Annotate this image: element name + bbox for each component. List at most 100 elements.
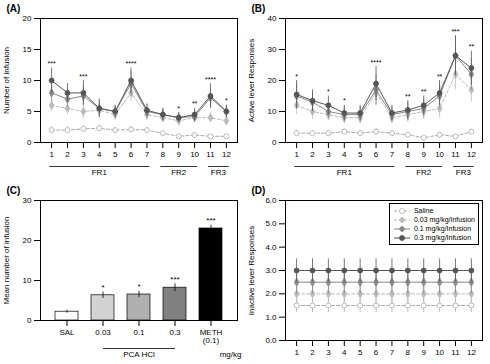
svg-text:20: 20 [268,76,277,85]
svg-text:10: 10 [190,150,199,159]
svg-text:(D): (D) [252,185,266,196]
svg-text:12: 12 [222,150,231,159]
svg-text:12: 12 [467,348,476,357]
svg-text:11: 11 [451,348,460,357]
svg-text:0.1: 0.1 [133,328,145,337]
svg-text:FR2: FR2 [416,168,432,177]
svg-text:*: * [101,283,104,292]
svg-text:4.0: 4.0 [265,243,277,252]
svg-text:Active lever Responses: Active lever Responses [247,39,256,123]
svg-text:12: 12 [467,150,476,159]
svg-text:0: 0 [27,138,32,147]
svg-text:FR1: FR1 [92,168,108,177]
svg-text:0: 0 [272,138,277,147]
svg-text:30: 30 [268,45,277,54]
svg-text:6: 6 [374,150,379,159]
svg-text:FR1: FR1 [337,168,353,177]
svg-text:40: 40 [268,14,277,23]
svg-text:(A): (A) [7,3,21,14]
svg-text:11: 11 [206,150,215,159]
svg-text:8: 8 [406,150,411,159]
svg-text:1: 1 [49,150,54,159]
svg-text:7: 7 [390,348,395,357]
svg-text:mg/kg: mg/kg [220,350,242,359]
svg-text:7: 7 [390,150,395,159]
svg-text:0.3: 0.3 [169,328,181,337]
svg-text:Inactive lever Responses: Inactive lever Responses [247,226,256,315]
svg-text:10: 10 [435,348,444,357]
svg-text:4: 4 [342,348,347,357]
svg-text:0.0: 0.0 [265,336,277,345]
svg-text:2: 2 [310,150,315,159]
svg-text:30: 30 [23,196,32,205]
svg-text:FR2: FR2 [171,168,187,177]
svg-text:FR3: FR3 [211,168,227,177]
svg-text:(C): (C) [7,185,21,196]
svg-text:1: 1 [294,150,299,159]
svg-text:11: 11 [451,150,460,159]
svg-text:METH(0.1): METH(0.1) [200,328,223,345]
svg-text:8: 8 [161,150,166,159]
svg-text:0.03: 0.03 [95,328,111,337]
svg-text:6: 6 [129,150,134,159]
svg-text:5: 5 [27,107,32,116]
svg-text:2: 2 [65,150,70,159]
svg-text:1: 1 [294,348,299,357]
svg-text:20: 20 [23,236,32,245]
svg-text:9: 9 [421,150,426,159]
svg-text:10: 10 [23,276,32,285]
svg-text:*: * [327,88,330,95]
svg-text:****: **** [126,60,137,67]
svg-text:2: 2 [310,348,315,357]
svg-text:5: 5 [358,348,363,357]
svg-text:***: *** [170,275,179,284]
svg-text:10: 10 [23,76,32,85]
svg-text:(B): (B) [252,3,266,14]
svg-text:**: ** [437,73,443,80]
svg-text:1.0: 1.0 [265,313,277,322]
svg-text:Number of infusion: Number of infusion [2,47,11,114]
svg-text:**: ** [405,93,411,100]
svg-text:PCA HCl: PCA HCl [123,350,155,359]
svg-text:6: 6 [374,348,379,357]
svg-text:3: 3 [326,348,331,357]
svg-text:FR3: FR3 [456,168,472,177]
svg-text:4: 4 [342,150,347,159]
svg-text:20: 20 [23,14,32,23]
svg-text:4: 4 [97,150,102,159]
svg-text:5: 5 [113,150,118,159]
svg-text:9: 9 [421,348,426,357]
svg-text:0: 0 [27,316,32,325]
svg-text:8: 8 [406,348,411,357]
svg-text:15: 15 [23,45,32,54]
svg-text:*: * [137,282,140,291]
svg-text:10: 10 [268,107,277,116]
svg-text:**: ** [421,88,427,95]
svg-text:**: ** [469,43,475,50]
svg-text:7: 7 [145,150,150,159]
html-text:Saline: Saline [413,207,434,214]
svg-text:10: 10 [435,150,444,159]
svg-text:***: *** [206,216,215,225]
svg-text:Mean number of infusion: Mean number of infusion [2,216,11,304]
svg-text:2.0: 2.0 [265,289,277,298]
svg-text:9: 9 [176,150,181,159]
svg-text:**: ** [192,100,198,107]
svg-text:3.0: 3.0 [265,266,277,275]
svg-text:****: **** [205,76,216,83]
svg-text:*: * [177,105,180,112]
svg-text:***: *** [451,28,459,35]
svg-text:***: *** [48,60,56,67]
html-text:0.03 mg/kg/Infusion: 0.03 mg/kg/Infusion [413,216,475,223]
svg-text:***: *** [79,73,87,80]
svg-text:****: **** [371,59,382,66]
svg-text:*: * [343,97,346,104]
svg-text:6.0: 6.0 [265,196,277,205]
svg-text:*: * [295,73,298,80]
svg-text:3: 3 [81,150,86,159]
svg-text:5: 5 [358,150,363,159]
svg-text:3: 3 [326,150,331,159]
svg-text:5.0: 5.0 [265,219,277,228]
svg-text:SAL: SAL [59,328,75,337]
svg-text:*: * [225,97,228,104]
